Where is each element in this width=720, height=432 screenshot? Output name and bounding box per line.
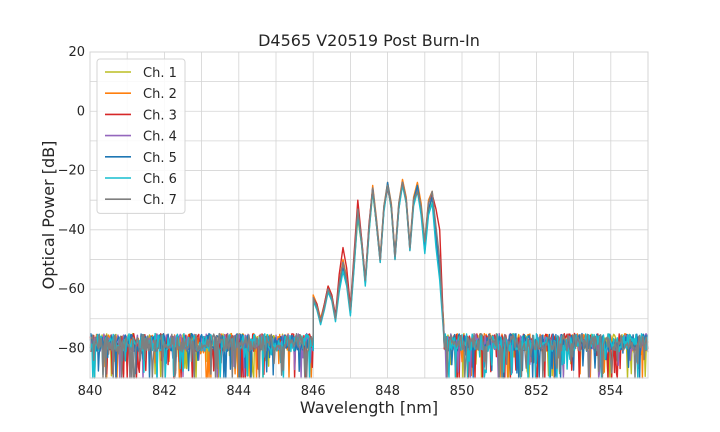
- tick-labels: 840 842 844 846 848 850 852 854 20 0 −20 −40 −60 −80: [58, 45, 624, 399]
- legend: Ch. 1 Ch. 2 Ch. 3 Ch. 4 Ch. 5 Ch. 6 Ch. 7: [96, 58, 186, 214]
- x-axis-label: Wavelength [nm]: [300, 398, 438, 417]
- legend-label: Ch. 6: [143, 172, 177, 187]
- y-tick-label: −40: [58, 223, 85, 238]
- series-lines: [89, 178, 649, 379]
- x-tick-label: 854: [598, 384, 623, 399]
- y-axis-label: Optical Power [dB]: [39, 141, 58, 290]
- legend-label: Ch. 5: [143, 151, 177, 166]
- y-tick-label: −20: [58, 164, 85, 179]
- legend-label: Ch. 1: [143, 66, 177, 81]
- y-tick-label: 0: [77, 104, 85, 119]
- legend-label: Ch. 2: [143, 87, 177, 102]
- plot-frame: [89, 51, 649, 379]
- x-tick-label: 844: [226, 384, 251, 399]
- legend-label: Ch. 7: [143, 193, 177, 208]
- grid-lines: [89, 51, 649, 379]
- y-tick-label: −60: [58, 282, 85, 297]
- legend-label: Ch. 3: [143, 108, 177, 123]
- series-line-ch-6: [89, 184, 649, 379]
- chart-title: D4565 V20519 Post Burn-In: [258, 31, 480, 50]
- x-tick-label: 852: [524, 384, 549, 399]
- x-tick-label: 850: [450, 384, 475, 399]
- x-tick-label: 840: [78, 384, 103, 399]
- legend-label: Ch. 4: [143, 130, 177, 145]
- y-tick-label: 20: [68, 45, 85, 60]
- y-tick-label: −80: [58, 341, 85, 356]
- x-tick-label: 842: [152, 384, 177, 399]
- legend-box: [96, 58, 186, 214]
- x-tick-label: 846: [301, 384, 326, 399]
- x-tick-label: 848: [375, 384, 400, 399]
- series-line-ch-7: [89, 181, 649, 379]
